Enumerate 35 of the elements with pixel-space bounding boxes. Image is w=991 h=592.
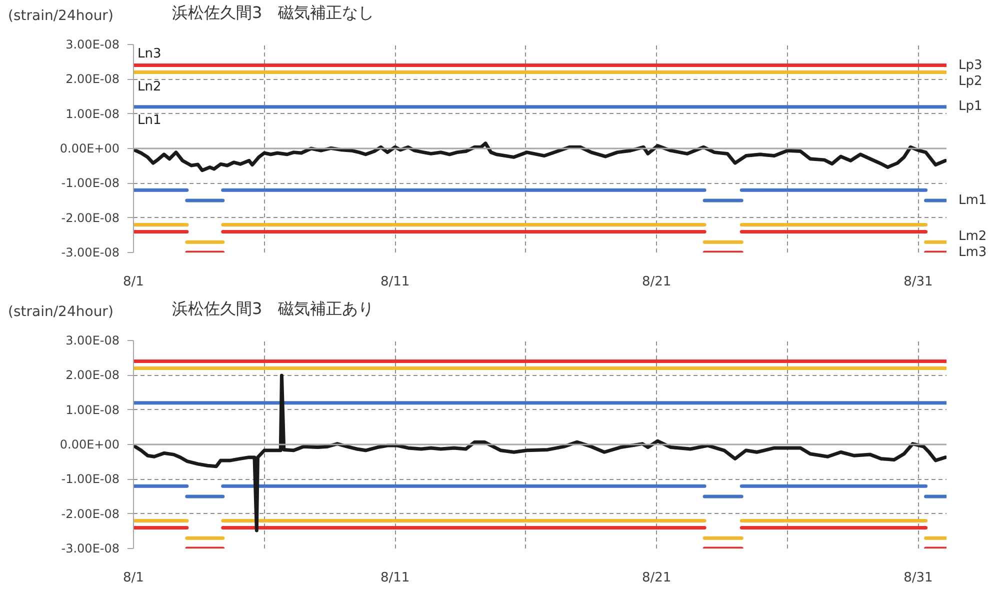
y-tick-label: 2.00E-08 (66, 72, 120, 86)
y-tick-label: -3.00E-08 (61, 246, 120, 260)
x-tick-label: 8/11 (380, 570, 410, 586)
y-tick-label: 2.00E-08 (66, 368, 120, 382)
y-tick-label: 0.00E+00 (60, 142, 120, 156)
annotation: Ln1 (138, 112, 162, 128)
annotation: Ln2 (138, 80, 162, 95)
x-tick-label: 8/21 (642, 570, 672, 586)
x-tick-label: 8/21 (642, 274, 672, 290)
y-tick-label: 1.00E-08 (66, 402, 120, 417)
y-tick-label: 0.00E+00 (60, 438, 120, 452)
y-tick-label: -3.00E-08 (61, 542, 120, 556)
chart-title: 浜松佐久間3 磁気補正あり (172, 298, 374, 320)
y-tick-label: 3.00E-08 (66, 38, 120, 52)
chart-title: 浜松佐久間3 磁気補正なし (172, 2, 374, 24)
y-tick-label: -1.00E-08 (61, 472, 120, 486)
series-label: Lm3 (958, 245, 987, 260)
y-tick-label: -1.00E-08 (61, 176, 120, 190)
series-label: Lp1 (958, 99, 982, 114)
y-tick-label: 3.00E-08 (66, 334, 120, 348)
series-label: Lp3 (958, 58, 982, 73)
x-tick-label: 8/1 (123, 570, 144, 586)
y-tick-label: -2.00E-08 (61, 506, 120, 521)
series-label: Lp2 (958, 74, 982, 89)
series-label: Lm2 (958, 229, 987, 244)
y-tick-label: -2.00E-08 (61, 210, 120, 225)
series-label: Lm1 (958, 193, 987, 208)
x-tick-label: 8/31 (904, 570, 933, 586)
annotation: Ln3 (138, 46, 162, 62)
x-tick-label: 8/11 (380, 274, 410, 290)
x-tick-label: 8/1 (123, 274, 144, 290)
y-axis-title: (strain/24hour) (8, 303, 114, 322)
y-axis-title: (strain/24hour) (8, 7, 114, 26)
x-tick-label: 8/31 (904, 274, 933, 290)
y-tick-label: 1.00E-08 (66, 106, 120, 121)
